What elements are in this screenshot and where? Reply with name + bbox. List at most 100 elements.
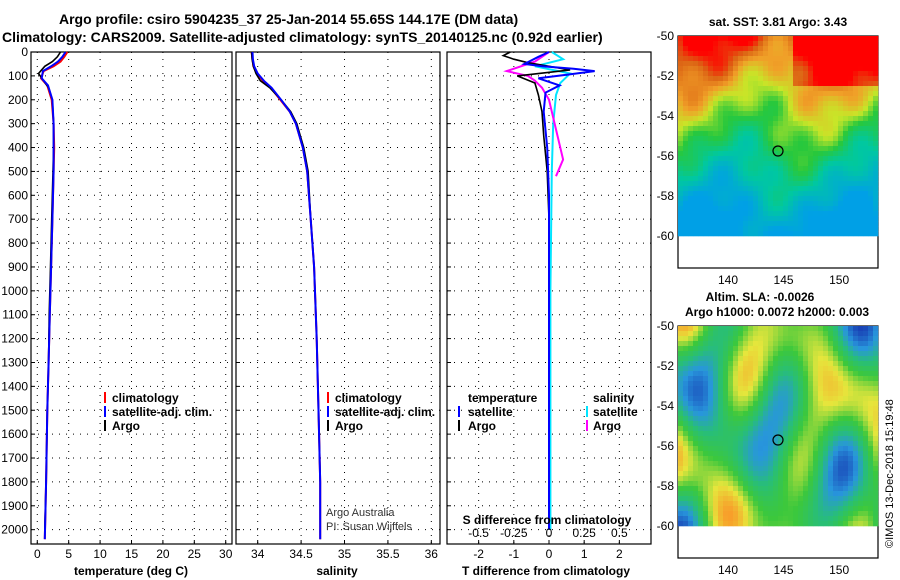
heatmap-cell [768,331,774,337]
heatmap-cell [833,71,839,77]
heatmap-cell [793,151,799,157]
heatmap-cell [703,421,709,427]
heatmap-cell [873,436,879,442]
heatmap-cell [818,61,824,67]
heatmap-cell [708,181,714,187]
heatmap-cell [743,211,749,217]
heatmap-cell [758,506,764,512]
heatmap-cell [703,381,709,387]
heatmap-cell [783,496,789,502]
heatmap-cell [773,211,779,217]
heatmap-cell [803,376,809,382]
heatmap-cell [758,361,764,367]
heatmap-cell [778,106,784,112]
heatmap-cell [873,126,879,132]
map-y-tick-label: -50 [657,29,675,43]
heatmap-cell [738,56,744,62]
heatmap-cell [813,446,819,452]
heatmap-cell [768,346,774,352]
heatmap-cell [728,186,734,192]
heatmap-cell [793,221,799,227]
heatmap-cell [748,396,754,402]
heatmap-cell [688,106,694,112]
heatmap-cell [858,476,864,482]
heatmap-cell [753,41,759,47]
heatmap-cell [683,411,689,417]
heatmap-cell [828,86,834,92]
heatmap-cell [808,141,814,147]
heatmap-cell [718,456,724,462]
sla-map-title-1: Altim. SLA: -0.0026 [706,290,815,304]
heatmap-cell [773,91,779,97]
heatmap-cell [793,36,799,42]
map-x-tick-label: 150 [829,273,849,287]
heatmap-cell [698,516,704,522]
heatmap-cell [828,521,834,527]
heatmap-cell [858,351,864,357]
heatmap-cell [783,91,789,97]
heatmap-cell [758,186,764,192]
heatmap-cell [803,501,809,507]
heatmap-cell [753,176,759,182]
heatmap-cell [828,431,834,437]
heatmap-cell [838,331,844,337]
heatmap-cell [813,431,819,437]
heatmap-cell [858,86,864,92]
heatmap-cell [718,516,724,522]
heatmap-cell [733,161,739,167]
heatmap-cell [773,396,779,402]
heatmap-cell [788,181,794,187]
heatmap-cell [773,476,779,482]
heatmap-cell [833,371,839,377]
heatmap-cell [848,346,854,352]
heatmap-cell [808,331,814,337]
heatmap-cell [853,181,859,187]
heatmap-cell [718,121,724,127]
heatmap-cell [753,411,759,417]
heatmap-cell [733,466,739,472]
sst-heatmap [678,36,879,237]
heatmap-cell [778,146,784,152]
heatmap-cell [728,221,734,227]
heatmap-cell [733,461,739,467]
heatmap-cell [723,151,729,157]
heatmap-cell [713,441,719,447]
heatmap-cell [793,516,799,522]
heatmap-cell [688,81,694,87]
s-tick-label: -0.25 [500,526,528,540]
heatmap-cell [733,36,739,42]
heatmap-cell [718,336,724,342]
heatmap-cell [813,106,819,112]
heatmap-cell [848,486,854,492]
heatmap-cell [683,406,689,412]
map-y-tick-label: -58 [657,189,675,203]
heatmap-cell [808,41,814,47]
heatmap-cell [843,56,849,62]
heatmap-cell [853,111,859,117]
heatmap-cell [698,116,704,122]
heatmap-cell [733,131,739,137]
heatmap-cell [798,436,804,442]
heatmap-cell [803,186,809,192]
heatmap-cell [738,471,744,477]
heatmap-cell [738,406,744,412]
heatmap-cell [683,36,689,42]
heatmap-cell [773,86,779,92]
map-y-tick-label: -54 [657,399,675,413]
heatmap-cell [843,116,849,122]
heatmap-cell [788,126,794,132]
heatmap-cell [753,326,759,332]
heatmap-cell [773,336,779,342]
heatmap-cell [863,176,869,182]
heatmap-cell [863,341,869,347]
heatmap-cell [733,71,739,77]
heatmap-cell [718,326,724,332]
heatmap-cell [848,56,854,62]
heatmap-cell [688,441,694,447]
heatmap-cell [758,421,764,427]
temperature-axis-label: temperature (deg C) [74,564,188,578]
heatmap-cell [778,401,784,407]
heatmap-cell [843,201,849,207]
heatmap-cell [718,471,724,477]
heatmap-cell [698,201,704,207]
